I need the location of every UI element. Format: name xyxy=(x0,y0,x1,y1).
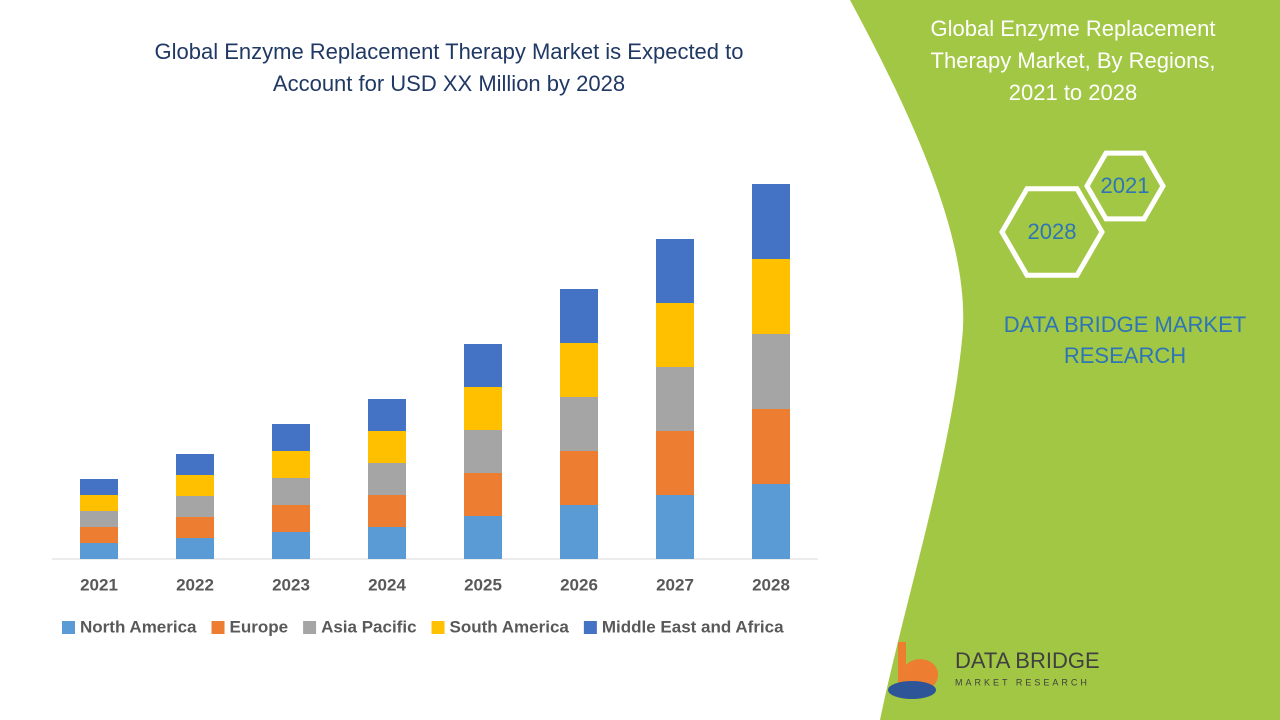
text-line: DATA BRIDGE MARKET xyxy=(1004,312,1246,337)
logo-tagline: MARKET RESEARCH xyxy=(955,677,1090,687)
bar-segment xyxy=(752,484,790,559)
bar-segment xyxy=(272,424,310,451)
bar-segment xyxy=(752,334,790,409)
hexagon xyxy=(999,186,1105,278)
bar-segment xyxy=(176,538,214,559)
legend-swatch xyxy=(211,621,225,634)
logo-shape xyxy=(888,681,936,699)
x-tick-label: 2025 xyxy=(464,575,502,594)
bar-segment xyxy=(80,511,118,527)
bar-segment xyxy=(464,344,502,387)
bar-segment xyxy=(560,397,598,451)
logo-icon xyxy=(888,642,939,699)
text-line: Global Enzyme Replacement Therapy Market… xyxy=(155,39,744,64)
bar-segment xyxy=(752,184,790,259)
x-tick-label: 2024 xyxy=(368,575,406,594)
x-tick-label: 2028 xyxy=(752,575,790,594)
bar-segment xyxy=(176,517,214,538)
brand-text: DATA BRIDGE MARKET RESEARCH xyxy=(1004,312,1246,368)
bar-segment xyxy=(272,478,310,505)
bar-segment xyxy=(464,387,502,430)
bar-segment xyxy=(656,495,694,559)
text-line: RESEARCH xyxy=(1064,343,1186,368)
bar-segment xyxy=(80,495,118,511)
bar-segment xyxy=(656,431,694,495)
bar-segment xyxy=(176,496,214,517)
hexagon-label: 2021 xyxy=(1101,173,1150,198)
legend-label: North America xyxy=(80,617,197,636)
bar-segment xyxy=(656,239,694,303)
bar-segment xyxy=(656,303,694,367)
text-line: Therapy Market, By Regions, xyxy=(931,48,1216,73)
hexagon-label: 2028 xyxy=(1028,219,1077,244)
bar-segment xyxy=(368,527,406,559)
hexagon xyxy=(1084,150,1166,222)
bar-segment xyxy=(368,495,406,527)
bar-segment xyxy=(560,451,598,505)
bar-segment xyxy=(176,454,214,475)
bar-segment xyxy=(80,479,118,495)
bar-segment xyxy=(560,505,598,559)
legend-swatch xyxy=(62,621,75,634)
bar-segment xyxy=(272,532,310,559)
bar-segment xyxy=(656,367,694,431)
text-line: Account for USD XX Million by 2028 xyxy=(273,71,625,96)
bar-segment xyxy=(560,289,598,343)
bar-segment xyxy=(752,409,790,484)
bar-segment xyxy=(464,430,502,473)
legend-swatch xyxy=(431,621,445,634)
legend-label: Europe xyxy=(230,617,289,636)
x-tick-label: 2027 xyxy=(656,575,694,594)
bar-segment xyxy=(176,475,214,496)
bar-segment xyxy=(464,473,502,516)
bar-segment xyxy=(464,516,502,559)
bar-segment xyxy=(368,463,406,495)
x-tick-label: 2022 xyxy=(176,575,214,594)
bar-segment xyxy=(752,259,790,334)
legend-label: South America xyxy=(450,617,570,636)
chart-title: Global Enzyme Replacement Therapy Market… xyxy=(155,39,744,96)
bar-segment xyxy=(368,399,406,431)
legend-swatch xyxy=(303,621,317,634)
bar-segment xyxy=(80,543,118,559)
text-line: 2021 to 2028 xyxy=(1009,80,1137,105)
x-tick-label: 2021 xyxy=(80,575,118,594)
legend-label: Middle East and Africa xyxy=(602,617,784,636)
side-panel xyxy=(850,0,1280,720)
bar-segment xyxy=(272,451,310,478)
logo-name: DATA BRIDGE xyxy=(955,648,1100,673)
x-tick-label: 2023 xyxy=(272,575,310,594)
x-tick-label: 2026 xyxy=(560,575,598,594)
text-line: Global Enzyme Replacement xyxy=(931,16,1216,41)
bar-segment xyxy=(560,343,598,397)
legend-label: Asia Pacific xyxy=(321,617,416,636)
bar-segment xyxy=(80,527,118,543)
bar-segment xyxy=(272,505,310,532)
bar-segment xyxy=(368,431,406,463)
panel-title: Global Enzyme Replacement Therapy Market,… xyxy=(931,16,1216,105)
legend-swatch xyxy=(583,621,597,634)
